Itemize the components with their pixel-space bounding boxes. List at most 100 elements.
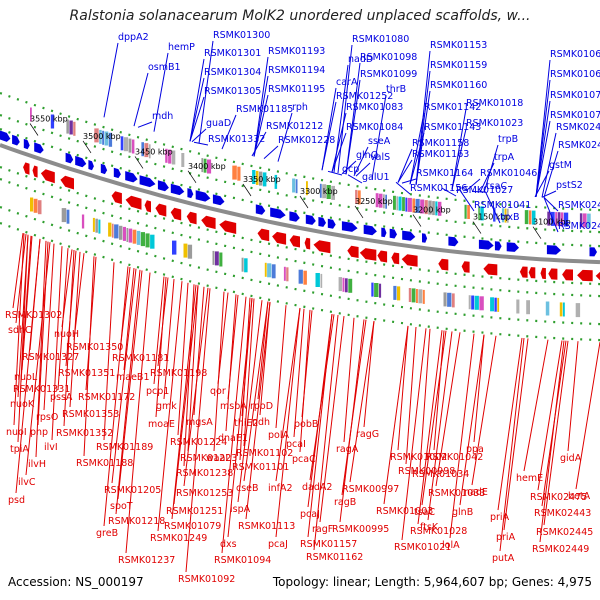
feature-block-upper (478, 206, 480, 221)
reverse-gene-pointer (471, 335, 497, 486)
reverse-gene-pointer (239, 297, 251, 461)
forward-gene-arrow (113, 167, 121, 179)
forward-gene-arrow (0, 130, 11, 142)
forward-gene-pointer (395, 181, 411, 195)
forward-gene-pointer (221, 114, 237, 150)
reverse-gene-label: RSMK01253 (176, 488, 233, 499)
feature-block-upper (432, 201, 435, 216)
dotted-track-6 (0, 221, 600, 342)
reverse-gene-label: RSMK01251 (166, 506, 223, 517)
forward-gene-label: RSMK01018 (466, 98, 523, 109)
feature-block-lower (474, 295, 479, 310)
reverse-gene-label: pcaI (286, 439, 306, 450)
reverse-gene-label: RSMK01034 (412, 469, 469, 480)
forward-gene-label: RSMK01046 (480, 168, 537, 179)
feature-block-lower (264, 262, 267, 277)
scale-tick (412, 214, 422, 227)
forward-gene-arrow (478, 239, 494, 250)
feature-block-upper (524, 210, 529, 225)
feature-block-upper (108, 132, 113, 147)
feature-block-lower (111, 223, 114, 238)
feature-block-upper (438, 201, 442, 216)
forward-gene-pointer (397, 148, 413, 183)
reverse-gene-label: dxs (220, 539, 237, 550)
reverse-gene-pointer (185, 288, 211, 573)
reverse-gene-label: ragG (356, 429, 379, 440)
forward-gene-pointer (321, 101, 337, 171)
reverse-gene-label: lolA (442, 540, 460, 551)
forward-gene-label: trpB (498, 134, 518, 145)
feature-block-lower (128, 228, 133, 243)
reverse-gene-label: RSMK01237 (118, 555, 175, 566)
feature-block-lower (490, 297, 494, 312)
feature-block-upper (168, 149, 172, 164)
feature-block-lower (98, 219, 101, 234)
scale-label: 3350 kbp (243, 175, 281, 184)
forward-gene-pointer (535, 100, 551, 197)
feature-block-lower (33, 198, 38, 213)
feature-block-lower (271, 264, 276, 279)
forward-gene-arrow (170, 183, 185, 196)
reverse-gene-pointer (155, 276, 167, 418)
forward-gene-label: RSMK02478 (558, 200, 600, 211)
reverse-gene-arrow (540, 267, 546, 280)
reverse-gene-pointer (63, 249, 75, 427)
reverse-gene-label: RSMK01101 (232, 462, 289, 473)
forward-gene-arrow (506, 242, 519, 252)
feature-block-lower (575, 303, 581, 318)
reverse-gene-arrow (562, 269, 573, 281)
reverse-gene-pointer (497, 337, 523, 511)
forward-gene-label: rph (292, 102, 308, 113)
forward-gene-label: RSMK01228 (278, 135, 335, 146)
feature-block-upper (531, 210, 536, 225)
forward-gene-label: RSMK01252 (336, 91, 393, 102)
reverse-gene-pointer (177, 282, 189, 436)
forward-gene-pointer (198, 40, 214, 144)
feature-block-upper (181, 153, 185, 167)
reverse-gene-pointer (125, 272, 151, 554)
feature-block-upper (412, 198, 416, 213)
forward-gene-pointer (353, 146, 369, 177)
feature-block-lower (497, 297, 500, 312)
forward-gene-label: carA (336, 77, 358, 88)
forward-gene-arrow (187, 188, 194, 199)
feature-block-upper (102, 130, 105, 145)
reverse-gene-pointer (25, 242, 51, 476)
feature-block-upper (398, 196, 402, 211)
reverse-gene-pointer (13, 233, 25, 426)
forward-gene-pointer (347, 174, 363, 184)
scale-label: 3200 kbp (413, 206, 451, 215)
reverse-gene-label: pcaC (292, 454, 316, 465)
forward-gene-label: RSMK01305 (204, 86, 261, 97)
reverse-gene-label: ilvC (18, 477, 36, 488)
reverse-gene-pointer (523, 339, 549, 472)
feature-block-lower (379, 283, 382, 298)
reverse-gene-pointer (459, 334, 485, 506)
forward-gene-label: mdh (152, 111, 173, 122)
reverse-gene-label: cseB (236, 483, 259, 494)
forward-gene-arrow (402, 230, 416, 241)
forward-gene-pointer (451, 128, 467, 190)
reverse-gene-label: ftsK (420, 522, 439, 533)
reverse-gene-arrow (401, 254, 418, 267)
reverse-gene-pointer (171, 284, 197, 520)
forward-gene-arrow (157, 180, 169, 192)
reverse-gene-label: glnB (452, 507, 473, 518)
dotted-track-4 (0, 177, 600, 298)
reverse-gene-pointer (543, 340, 569, 526)
feature-block-upper (30, 107, 32, 122)
forward-gene-arrow (270, 207, 286, 219)
feature-block-upper (428, 200, 432, 215)
feature-block-upper (407, 197, 412, 212)
feature-block-lower (267, 263, 272, 278)
reverse-gene-pointer (419, 328, 431, 468)
forward-gene-arrow (23, 138, 30, 150)
feature-block-upper (123, 137, 129, 152)
forward-gene-label: valS (370, 152, 390, 163)
feature-block-upper (319, 183, 322, 198)
reverse-gene-pointer (275, 307, 301, 482)
reverse-gene-label: ilvH (28, 459, 46, 470)
forward-gene-label: trxB (500, 212, 520, 223)
reverse-gene-label: RSMK01042 (426, 452, 483, 463)
feature-block-upper (232, 165, 237, 180)
